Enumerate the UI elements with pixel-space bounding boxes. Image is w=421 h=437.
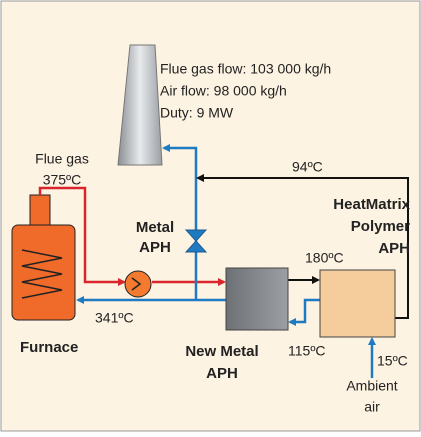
info: Air flow: 98 000 kg/h xyxy=(160,83,287,99)
temp: 341ºC xyxy=(95,310,134,326)
flue-line xyxy=(38,186,126,286)
temp: 115ºC xyxy=(288,343,326,359)
new-metal-aph xyxy=(225,267,289,331)
label: APH xyxy=(378,240,410,257)
label: air xyxy=(364,399,380,415)
label: New Metal xyxy=(185,343,258,360)
valve xyxy=(184,229,208,253)
label: Furnace xyxy=(20,339,78,356)
label: Metal xyxy=(136,219,174,236)
label: Ambient xyxy=(346,378,397,394)
info: Flue gas flow: 103 000 kg/h xyxy=(160,61,331,77)
polymer-aph xyxy=(319,269,396,338)
label: Flue gas xyxy=(35,151,89,167)
gas-line xyxy=(196,174,409,319)
label: APH xyxy=(139,239,171,256)
temp: 94ºC xyxy=(292,159,323,175)
furnace xyxy=(11,224,76,321)
metal-aph-icon xyxy=(131,277,142,291)
info: Duty: 9 MW xyxy=(160,105,234,121)
stack xyxy=(117,44,163,166)
furnace-neck xyxy=(29,194,51,226)
coil xyxy=(21,249,63,299)
temp: 15ºC xyxy=(377,353,408,369)
label: APH xyxy=(206,365,238,382)
metal-aph xyxy=(124,270,152,298)
label: Polymer xyxy=(351,218,410,235)
temp: 180ºC xyxy=(305,250,344,266)
air-line xyxy=(288,298,320,326)
label: 375ºC xyxy=(43,172,82,188)
label: HeatMatrix xyxy=(333,196,410,213)
